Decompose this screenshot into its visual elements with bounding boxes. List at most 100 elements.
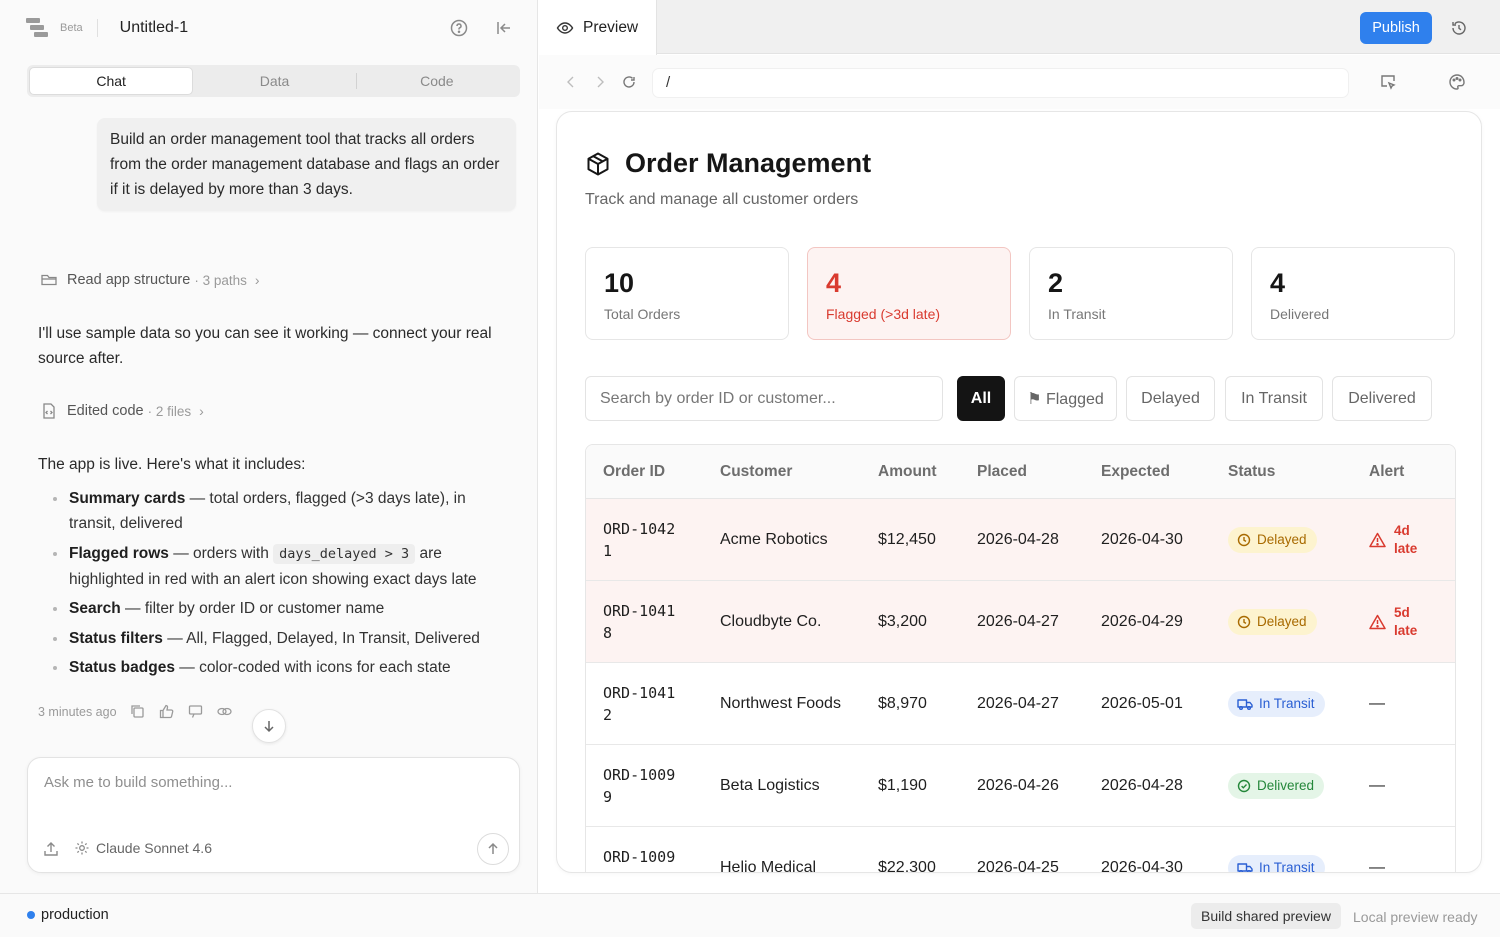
status-badge: Delivered — [1228, 773, 1325, 799]
column-header[interactable]: Placed — [977, 463, 1027, 480]
back-icon[interactable] — [562, 73, 580, 91]
status-cell: Delayed — [1228, 581, 1317, 663]
step-edited-code[interactable]: Edited code · 2 files › — [40, 402, 204, 420]
placed-date: 2026-04-25 — [977, 859, 1059, 873]
card-value: 4 — [826, 268, 842, 298]
thumbs-down-icon[interactable] — [187, 703, 204, 720]
help-icon[interactable] — [449, 18, 469, 38]
model-selector[interactable]: Claude Sonnet 4.6 — [74, 840, 212, 856]
app-logo-icon[interactable] — [26, 17, 48, 39]
assistant-message-2-intro: The app is live. Here's what it includes… — [38, 456, 306, 473]
table-row[interactable]: ORD-10099 Beta Logistics $1,190 2026-04-… — [586, 745, 1455, 827]
expected-date: 2026-05-01 — [1101, 695, 1183, 712]
card-label: In Transit — [1048, 306, 1106, 322]
column-header[interactable]: Amount — [878, 463, 937, 480]
model-label: Claude Sonnet 4.6 — [96, 840, 212, 856]
alert-days: 4d — [1394, 523, 1410, 538]
collapse-panel-icon[interactable] — [494, 18, 514, 38]
user-message: Build an order management tool that trac… — [97, 118, 516, 211]
column-header[interactable]: Customer — [720, 463, 793, 480]
check-circle-icon — [1237, 779, 1251, 793]
status-bar: production Build shared preview Local pr… — [0, 893, 1500, 937]
link-icon[interactable] — [216, 703, 233, 720]
list-item-text: — orders with — [168, 544, 274, 562]
status-label: Delivered — [1257, 778, 1315, 793]
thumbs-up-icon[interactable] — [158, 703, 175, 720]
chat-composer[interactable]: Ask me to build something... Claude Sonn… — [27, 757, 520, 873]
filter-flagged[interactable]: ⚑ Flagged — [1014, 376, 1117, 421]
table-header: Order ID Customer Amount Placed Expected… — [586, 445, 1455, 499]
summary-card-in-transit: 2 In Transit — [1029, 247, 1233, 340]
page-title: Order Management — [585, 148, 871, 179]
placed-date: 2026-04-27 — [977, 613, 1059, 630]
filter-delivered[interactable]: Delivered — [1332, 376, 1432, 421]
alert-word: late — [1394, 623, 1418, 638]
url-input[interactable]: / — [652, 68, 1349, 98]
summary-card-delivered: 4 Delivered — [1251, 247, 1455, 340]
composer-input[interactable]: Ask me to build something... — [44, 774, 233, 791]
list-item-title: Status filters — [69, 629, 163, 647]
table-row[interactable]: ORD-10418 Cloudbyte Co. $3,200 2026-04-2… — [586, 581, 1455, 663]
filter-in-transit[interactable]: In Transit — [1225, 376, 1323, 421]
column-header[interactable]: Alert — [1369, 463, 1405, 480]
status-cell: In Transit — [1228, 663, 1325, 745]
step-read-app-structure[interactable]: Read app structure · 3 paths › — [40, 271, 260, 289]
history-icon[interactable] — [1450, 19, 1468, 37]
environment-indicator[interactable]: production — [27, 907, 109, 923]
publish-button[interactable]: Publish — [1360, 12, 1432, 44]
inspect-element-icon[interactable] — [1379, 73, 1397, 91]
status-badge: Delayed — [1228, 609, 1317, 635]
customer-name: Acme Robotics — [720, 531, 828, 548]
list-item: Status filters — All, Flagged, Delayed, … — [52, 626, 512, 651]
column-header[interactable]: Expected — [1101, 463, 1170, 480]
step-label: Read app structure — [67, 272, 191, 288]
alert-word: late — [1394, 541, 1418, 556]
list-item-title: Search — [69, 600, 121, 617]
folder-icon — [41, 274, 57, 286]
order-search-input[interactable]: Search by order ID or customer... — [585, 376, 943, 421]
document-title[interactable]: Untitled-1 — [119, 19, 189, 36]
preview-navbar: / — [539, 55, 1500, 109]
preview-tab[interactable]: Preview — [539, 0, 657, 55]
table-row[interactable]: ORD-10097 Helio Medical $22,300 2026-04-… — [586, 827, 1455, 873]
page-subtitle: Track and manage all customer orders — [585, 191, 859, 208]
placed-date: 2026-04-28 — [977, 531, 1059, 548]
alert-cell: 4d late — [1369, 499, 1417, 581]
tab-code[interactable]: Code — [355, 67, 518, 95]
order-amount: $1,190 — [878, 777, 927, 794]
forward-icon[interactable] — [591, 73, 609, 91]
send-button[interactable] — [477, 833, 509, 865]
environment-label: production — [41, 907, 109, 923]
palette-icon[interactable] — [1448, 73, 1466, 91]
clock-icon — [1237, 615, 1251, 629]
filter-delayed[interactable]: Delayed — [1126, 376, 1215, 421]
scroll-down-button[interactable] — [252, 709, 286, 743]
step-label: Edited code — [67, 403, 144, 419]
summary-card-total: 10 Total Orders — [585, 247, 789, 340]
filter-all[interactable]: All — [957, 376, 1005, 421]
list-item-text: — filter by order ID or customer name — [120, 600, 385, 617]
table-row[interactable]: ORD-10412 Northwest Foods $8,970 2026-04… — [586, 663, 1455, 745]
chevron-right-icon: › — [199, 403, 204, 419]
tab-chat[interactable]: Chat — [29, 67, 194, 95]
upload-icon[interactable] — [42, 840, 60, 858]
card-label: Total Orders — [604, 306, 681, 322]
status-label: Delayed — [1257, 532, 1307, 547]
status-cell: In Transit — [1228, 827, 1325, 872]
table-row[interactable]: ORD-10421 Acme Robotics $12,450 2026-04-… — [586, 499, 1455, 581]
refresh-icon[interactable] — [620, 73, 638, 91]
list-item-text: — total orders, flagged (>3 days late), … — [69, 490, 466, 532]
truck-icon — [1237, 863, 1253, 872]
warning-triangle-icon — [1369, 614, 1386, 630]
column-header[interactable]: Status — [1228, 463, 1276, 480]
late-alert: 5d late — [1369, 604, 1417, 640]
copy-icon[interactable] — [129, 703, 146, 720]
order-id: ORD-10418 — [603, 602, 676, 642]
beta-badge: Beta — [60, 22, 83, 34]
tab-data[interactable]: Data — [259, 73, 290, 89]
status-badge: In Transit — [1228, 691, 1325, 717]
column-header[interactable]: Order ID — [603, 463, 666, 480]
build-shared-preview-button[interactable]: Build shared preview — [1191, 903, 1341, 929]
customer-name: Cloudbyte Co. — [720, 613, 822, 630]
clock-icon — [1237, 533, 1251, 547]
